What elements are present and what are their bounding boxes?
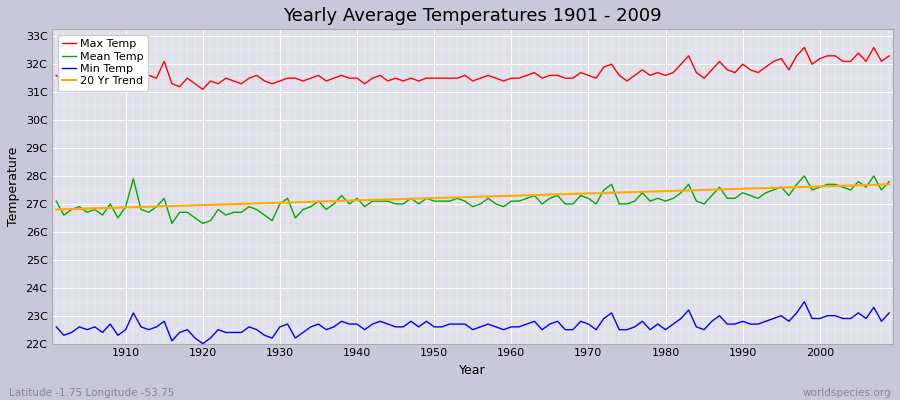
Min Temp [884, 310, 895, 315]
Min Temp [514, 324, 525, 329]
Title: Yearly Average Temperatures 1901 - 2009: Yearly Average Temperatures 1901 - 2009 [284, 7, 662, 25]
Line: Min Temp: Min Temp [56, 302, 889, 344]
Max Temp [506, 76, 517, 80]
Line: Max Temp: Max Temp [56, 48, 889, 89]
Max Temp [514, 76, 525, 80]
Text: worldspecies.org: worldspecies.org [803, 388, 891, 398]
Max Temp [197, 87, 208, 92]
Mean Temp [799, 174, 810, 178]
Max Temp [50, 73, 61, 78]
Y-axis label: Temperature: Temperature [7, 147, 20, 226]
Min Temp [606, 310, 616, 315]
Min Temp [506, 324, 517, 329]
X-axis label: Year: Year [459, 364, 486, 377]
Max Temp [884, 54, 895, 58]
Max Temp [799, 45, 810, 50]
Mean Temp [506, 199, 517, 204]
Mean Temp [606, 182, 616, 187]
Mean Temp [514, 199, 525, 204]
Min Temp [290, 336, 301, 340]
Max Temp [290, 76, 301, 80]
Mean Temp [166, 221, 177, 226]
Max Temp [606, 62, 616, 67]
Mean Temp [112, 216, 123, 220]
Min Temp [799, 299, 810, 304]
Min Temp [337, 319, 347, 324]
Legend: Max Temp, Mean Temp, Min Temp, 20 Yr Trend: Max Temp, Mean Temp, Min Temp, 20 Yr Tre… [58, 35, 148, 91]
Mean Temp [50, 199, 61, 204]
Mean Temp [337, 193, 347, 198]
Min Temp [197, 341, 208, 346]
Min Temp [50, 324, 61, 329]
Mean Temp [884, 179, 895, 184]
Mean Temp [290, 216, 301, 220]
Text: Latitude -1.75 Longitude -53.75: Latitude -1.75 Longitude -53.75 [9, 388, 175, 398]
Line: Mean Temp: Mean Temp [56, 176, 889, 224]
Max Temp [112, 81, 123, 86]
Max Temp [337, 73, 347, 78]
Min Temp [112, 333, 123, 338]
